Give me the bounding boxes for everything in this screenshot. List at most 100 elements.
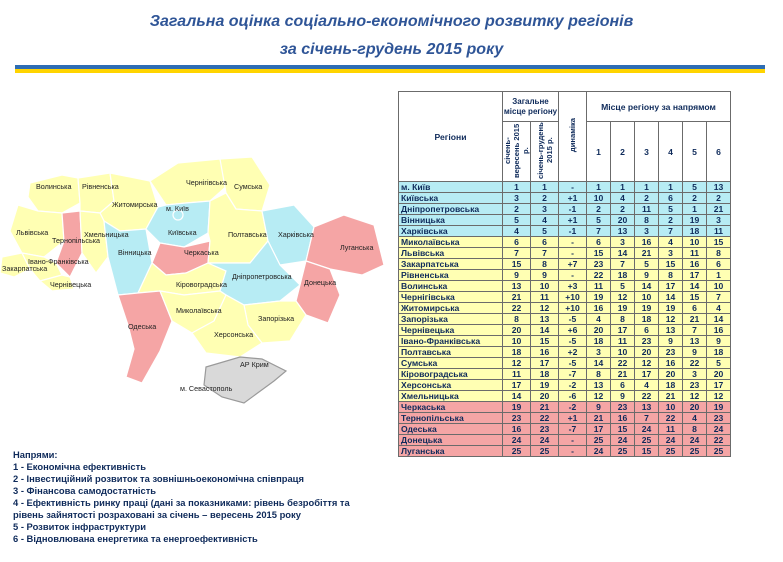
direction-rank-cell: 9 <box>586 401 611 413</box>
direction-rank-cell: 5 <box>682 181 707 193</box>
direction-rank-cell: 21 <box>610 368 635 380</box>
rank-9m-cell: 20 <box>502 324 531 336</box>
rank-12m-cell: 16 <box>530 346 559 358</box>
dynamic-cell: -5 <box>558 357 587 369</box>
region-chernivetska <box>38 274 75 292</box>
direction-rank-cell: 15 <box>586 247 611 259</box>
direction-rank-cell: 22 <box>706 434 731 446</box>
legend-item: 6 - Відновлювана енергетика та енергоефе… <box>13 533 258 544</box>
table-row: Закарпатська 15 8 +7 23 7 5 15 16 6 <box>398 258 731 270</box>
direction-rank-cell: 7 <box>658 225 683 237</box>
dynamic-cell: - <box>558 236 587 248</box>
direction-rank-cell: 9 <box>634 269 659 281</box>
direction-rank-cell: 1 <box>706 269 731 281</box>
direction-rank-cell: 15 <box>706 236 731 248</box>
direction-rank-cell: 15 <box>658 258 683 270</box>
direction-rank-cell: 17 <box>634 368 659 380</box>
direction-rank-cell: 3 <box>610 236 635 248</box>
table-row: Луганська 25 25-24 25 15 25 25 25 <box>398 445 731 457</box>
direction-rank-cell: 20 <box>586 324 611 336</box>
direction-rank-cell: 14 <box>634 280 659 292</box>
direction-rank-cell: 21 <box>682 313 707 325</box>
region-name-cell: Запорізька <box>398 313 503 325</box>
table-row: Донецька 24 24-25 24 25 24 24 22 <box>398 434 731 446</box>
header-period2: січень-грудень 2015 р. <box>530 121 559 182</box>
label-ternopilska: Тернопільська <box>52 236 100 245</box>
region-name-cell: Рівненська <box>398 269 503 281</box>
table-row: Дніпропетровська 2 3 -1 2 2 11 5 1 21 <box>398 203 731 215</box>
dynamic-cell: - <box>558 181 587 193</box>
direction-rank-cell: 22 <box>634 390 659 402</box>
header-dir-5: 5 <box>682 121 707 182</box>
direction-rank-cell: 11 <box>682 247 707 259</box>
region-kyiv-city <box>172 209 184 221</box>
direction-rank-cell: 11 <box>706 225 731 237</box>
direction-rank-cell: 5 <box>706 357 731 369</box>
direction-rank-cell: 22 <box>658 412 683 424</box>
direction-rank-cell: 23 <box>706 412 731 424</box>
rank-9m-cell: 10 <box>502 335 531 347</box>
label-ivano: Івано-Франківська <box>28 257 89 266</box>
direction-rank-cell: 12 <box>706 390 731 402</box>
direction-rank-cell: 14 <box>682 280 707 292</box>
legend-item: 2 - Інвестиційний розвиток та зовнішньое… <box>13 473 304 484</box>
direction-rank-cell: 1 <box>586 181 611 193</box>
dynamic-cell: -1 <box>558 225 587 237</box>
direction-rank-cell: 11 <box>658 423 683 435</box>
direction-rank-cell: 12 <box>586 390 611 402</box>
region-zakarpatska <box>0 252 31 278</box>
region-name-cell: Херсонська <box>398 379 503 391</box>
rank-12m-cell: 10 <box>530 280 559 292</box>
region-name-cell: Миколаївська <box>398 236 503 248</box>
direction-rank-cell: 11 <box>634 203 659 215</box>
rank-9m-cell: 25 <box>502 445 531 457</box>
direction-rank-cell: 8 <box>634 214 659 226</box>
dynamic-cell: -6 <box>558 390 587 402</box>
direction-rank-cell: 4 <box>634 379 659 391</box>
label-mykolaivska: Миколаївська <box>176 306 222 315</box>
rank-12m-cell: 6 <box>530 236 559 248</box>
direction-rank-cell: 17 <box>682 269 707 281</box>
direction-rank-cell: 17 <box>610 324 635 336</box>
rank-12m-cell: 21 <box>530 401 559 413</box>
rank-12m-cell: 20 <box>530 390 559 402</box>
region-name-cell: Івано-Франківська <box>398 335 503 347</box>
direction-rank-cell: 20 <box>634 346 659 358</box>
direction-rank-cell: 23 <box>682 379 707 391</box>
direction-rank-cell: 25 <box>658 445 683 457</box>
label-zhytomyrska: Житомирська <box>112 200 157 209</box>
direction-rank-cell: 16 <box>682 258 707 270</box>
rank-12m-cell: 5 <box>530 225 559 237</box>
direction-rank-cell: 6 <box>682 302 707 314</box>
dynamic-cell: - <box>558 269 587 281</box>
direction-rank-cell: 8 <box>706 247 731 259</box>
direction-rank-cell: 8 <box>682 423 707 435</box>
legend-item: 3 - Фінансова самодостатність <box>13 485 157 496</box>
region-name-cell: Вінницька <box>398 214 503 226</box>
table-row: Чернігівська 21 11 +10 19 12 10 14 15 7 <box>398 291 731 303</box>
rank-9m-cell: 18 <box>502 346 531 358</box>
dynamic-cell: -7 <box>558 368 587 380</box>
table-row: Чернівецька 20 14 +6 20 17 6 13 7 16 <box>398 324 731 336</box>
direction-rank-cell: 20 <box>658 368 683 380</box>
direction-rank-cell: 12 <box>658 313 683 325</box>
region-name-cell: Закарпатська <box>398 258 503 270</box>
legend-item: 5 - Розвиток інфраструктури <box>13 521 146 532</box>
rank-9m-cell: 9 <box>502 269 531 281</box>
direction-rank-cell: 12 <box>682 390 707 402</box>
rank-9m-cell: 19 <box>502 401 531 413</box>
direction-rank-cell: 25 <box>586 434 611 446</box>
label-zaporizka: Запорізька <box>258 314 294 323</box>
direction-rank-cell: 7 <box>586 225 611 237</box>
header-directions: Місце регіону за напрямом <box>586 91 731 122</box>
rank-9m-cell: 1 <box>502 181 531 193</box>
region-name-cell: Полтавська <box>398 346 503 358</box>
table-row: Львівська 7 7-15 14 21 3 11 8 <box>398 247 731 259</box>
rank-9m-cell: 7 <box>502 247 531 259</box>
direction-rank-cell: 15 <box>610 423 635 435</box>
region-name-cell: Хмельницька <box>398 390 503 402</box>
rank-12m-cell: 4 <box>530 214 559 226</box>
region-crimea <box>203 356 288 404</box>
direction-rank-cell: 25 <box>682 445 707 457</box>
region-name-cell: Донецька <box>398 434 503 446</box>
